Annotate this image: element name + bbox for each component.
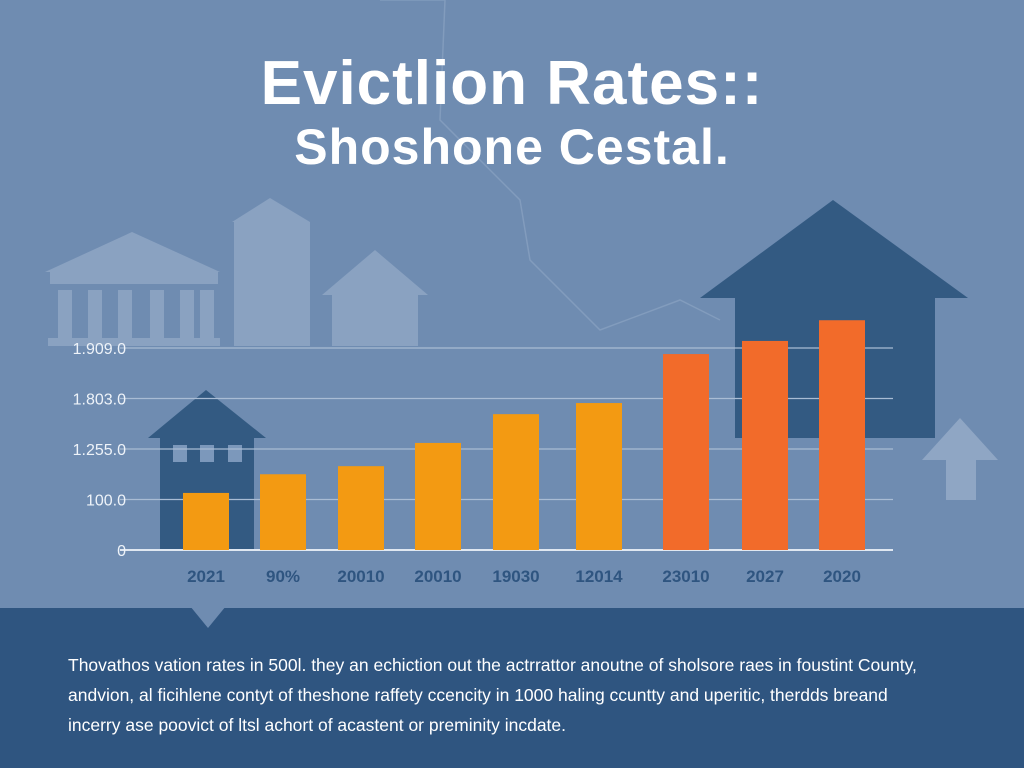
bar: [260, 474, 306, 550]
x-tick-label: 23010: [662, 567, 709, 586]
description-text: Thovathos vation rates in 500l. they an …: [68, 650, 988, 740]
bar: [576, 403, 622, 550]
y-tick-label: 1.255.0: [73, 442, 126, 459]
bar: [493, 414, 539, 550]
up-arrow-icon: [922, 418, 998, 500]
y-tick-label: 1.909.0: [73, 341, 126, 358]
chart-subtitle: Shoshone Cestal.: [294, 119, 730, 175]
y-tick-label: 100.0: [86, 493, 126, 510]
bar: [338, 466, 384, 550]
bar: [415, 442, 461, 550]
x-tick-label: 20010: [414, 567, 461, 586]
y-tick-label: 0: [117, 543, 126, 560]
bar: [183, 492, 229, 550]
description-line: incerry ase poovict of ltsl achort of ac…: [68, 715, 567, 735]
map-outline: [380, 0, 721, 331]
x-tick-label: 12014: [575, 567, 623, 586]
bar: [663, 354, 709, 550]
bar: [742, 340, 788, 550]
x-tick-label: 20010: [337, 567, 384, 586]
apartment-icon: [232, 198, 310, 346]
panel-notch: [190, 606, 226, 628]
chart-title: Evictlion Rates::: [260, 49, 764, 118]
bar-chart: 0 100.0 1.255.0 1.803.0 1.909.0 2021 90% 20010 2…: [73, 320, 893, 586]
y-tick-label: 1.803.0: [73, 392, 126, 409]
description-line: andvion, al ficihlene contyt of theshone…: [68, 685, 888, 705]
x-tick-label: 90%: [266, 567, 300, 586]
courthouse-icon: [45, 232, 220, 346]
x-tick-label: 19030: [492, 567, 539, 586]
description-panel: [0, 608, 1024, 768]
bar: [819, 320, 865, 550]
x-tick-label: 2020: [823, 567, 861, 586]
x-tick-label: 2021: [187, 567, 225, 586]
description-line: Thovathos vation rates in 500l. they an …: [68, 655, 917, 675]
x-tick-label: 2027: [746, 567, 784, 586]
small-house-icon: [322, 250, 428, 346]
